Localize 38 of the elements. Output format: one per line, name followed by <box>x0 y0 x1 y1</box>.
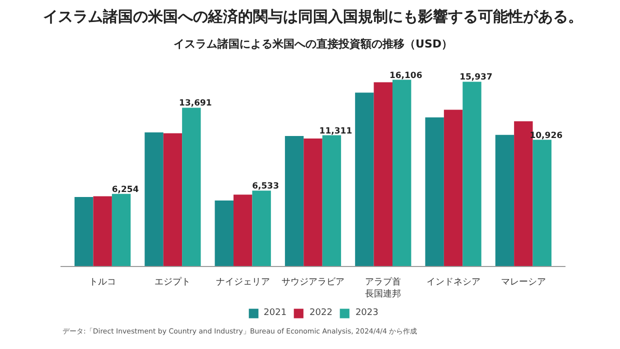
legend-label: 2023 <box>355 308 378 318</box>
bar <box>392 80 412 266</box>
bar <box>112 194 131 266</box>
bar <box>355 92 374 266</box>
legend-label: 2021 <box>264 308 287 318</box>
data-label: 15,937 <box>460 72 492 83</box>
bar <box>163 133 182 266</box>
bar <box>495 134 514 266</box>
bar <box>182 108 201 266</box>
bar <box>234 194 252 266</box>
x-tick-label: エジプト <box>154 276 191 288</box>
bar <box>532 140 552 266</box>
chart-subtitle: イスラム諸国による米国への直接投資額の推移（USD） <box>174 38 453 50</box>
x-tick-label: ナイジェリア <box>216 277 270 288</box>
bar <box>444 110 463 266</box>
x-tick-label: インドネシア <box>426 277 480 288</box>
data-label: 16,106 <box>389 70 422 81</box>
bar <box>214 200 234 266</box>
x-tick-label: マレーシア <box>500 277 546 288</box>
bar <box>74 196 94 266</box>
data-label: 11,311 <box>319 126 352 136</box>
x-tick-label: アラブ首長国連邦 <box>365 276 402 300</box>
bar <box>374 82 392 266</box>
bar <box>93 196 112 266</box>
bar <box>304 138 322 266</box>
bar <box>425 117 444 266</box>
bar <box>144 132 164 266</box>
bar <box>252 190 271 266</box>
x-tick-label: サウジアラビア <box>282 276 344 288</box>
x-tick-label: トルコ <box>89 277 116 288</box>
legend-label: 2022 <box>310 308 332 318</box>
data-label: 6,533 <box>252 182 280 192</box>
bar <box>284 136 304 266</box>
chart-title: イスラム諸国の米国への経済的関与は同国入国規制にも影響する可能性がある。 <box>43 8 583 26</box>
bar <box>462 82 482 266</box>
bar <box>322 135 342 266</box>
data-label: 6,254 <box>112 184 139 195</box>
data-label: 13,691 <box>179 98 212 109</box>
